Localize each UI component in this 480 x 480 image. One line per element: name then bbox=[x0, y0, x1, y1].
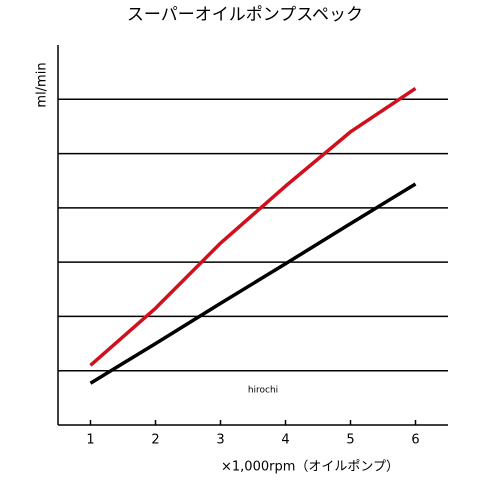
x-tick-label: 2 bbox=[151, 433, 159, 448]
series-line bbox=[89, 86, 417, 367]
x-tick-label: 4 bbox=[281, 433, 289, 448]
x-tick-label: 6 bbox=[411, 433, 419, 448]
series-line bbox=[89, 182, 417, 385]
x-tick-label: 5 bbox=[346, 433, 354, 448]
x-axis-label: ×1,000rpm（オイルポンプ） bbox=[221, 460, 399, 475]
y-axis-label: ml/min bbox=[35, 62, 50, 107]
chart-title: スーパーオイルポンプスペック bbox=[127, 5, 363, 25]
x-tick-label: 1 bbox=[86, 433, 94, 448]
x-tick-label: 3 bbox=[216, 433, 224, 448]
watermark: hirochi bbox=[248, 386, 278, 396]
